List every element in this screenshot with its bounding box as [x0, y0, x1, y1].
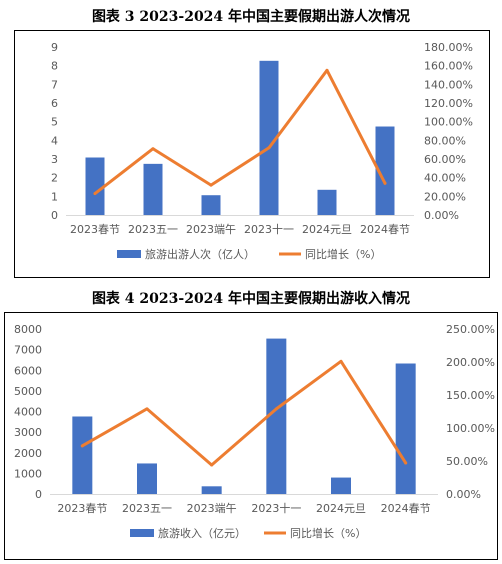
c4-legend-bar-label: 旅游收入（亿元） [158, 526, 246, 540]
c4-growth-point-2 [210, 463, 214, 467]
c3-left-tick-6: 6 [51, 97, 58, 110]
c4-left-tick-5: 5000 [14, 385, 42, 398]
c3-bar-0 [85, 157, 105, 215]
c3-left-tick-0: 0 [51, 209, 58, 222]
c3-left-tick-5: 5 [51, 116, 58, 129]
c3-category-label-4: 2024元旦 [302, 223, 352, 236]
c3-right-tick-2: 40.00% [424, 172, 466, 185]
c3-growth-point-1 [151, 147, 155, 151]
chart-title-4: 图表 4 2023-2024 年中国主要假期出游收入情况 [91, 291, 411, 307]
c4-growth-point-0 [80, 444, 84, 448]
c3-category-label-5: 2024春节 [360, 223, 410, 236]
c4-category-label-2: 2023端午 [187, 502, 237, 515]
c3-right-tick-1: 20.00% [424, 190, 466, 203]
c4-left-tick-7: 7000 [14, 344, 42, 357]
c4-growth-line [80, 359, 408, 467]
c3-bar-5 [375, 126, 395, 215]
c3-legend-bar-label: 旅游出游人次（亿人） [145, 247, 255, 261]
c3-left-tick-7: 7 [51, 78, 58, 91]
c4-growth-point-1 [145, 407, 149, 411]
c4-bar-1 [137, 463, 157, 494]
c3-growth-line [93, 68, 387, 196]
c3-right-tick-8: 160.00% [424, 60, 473, 73]
c4-bar-5 [395, 363, 416, 494]
c3-bar-3 [259, 60, 279, 216]
c4-growth-point-3 [274, 407, 278, 411]
c3-bar-2 [201, 195, 221, 215]
c3-category-label-0: 2023春节 [70, 223, 120, 236]
c4-left-tick-3: 3000 [14, 426, 42, 439]
chart-frame-3 [14, 30, 490, 278]
c3-growth-point-4 [325, 68, 329, 72]
c4-right-tick-2: 100.00% [446, 422, 495, 435]
c3-growth-point-3 [267, 146, 271, 150]
c4-right-tick-4: 200.00% [446, 356, 495, 369]
c3-growth-point-2 [209, 183, 213, 187]
c4-left-tick-1: 1000 [14, 467, 42, 480]
c3-right-tick-9: 180.00% [424, 41, 473, 54]
c4-left-tick-4: 4000 [14, 406, 42, 419]
c3-right-tick-7: 140.00% [424, 78, 473, 91]
c3-right-tick-0: 0.00% [424, 209, 459, 222]
c3-right-tick-6: 120.00% [424, 97, 473, 110]
c3-left-tick-4: 4 [51, 134, 58, 147]
c3-left-tick-8: 8 [51, 60, 58, 73]
c3-left-tick-9: 9 [51, 41, 58, 54]
c4-bar-3 [266, 338, 287, 494]
c4-category-label-0: 2023春节 [57, 502, 107, 515]
c3-growth-point-0 [93, 192, 97, 196]
c4-growth-point-5 [404, 461, 408, 465]
c3-left-tick-3: 3 [51, 153, 58, 166]
c3-bar-1 [143, 163, 163, 215]
c3-right-tick-3: 60.00% [424, 153, 466, 166]
c3-legend-bar-swatch [117, 250, 141, 258]
c4-bar-0 [72, 416, 93, 494]
c4-legend-line-label: 同比增长（%） [290, 526, 366, 540]
c4-bar-2 [201, 486, 222, 494]
c4-category-label-3: 2023十一 [251, 501, 301, 515]
c4-category-label-4: 2024元旦 [316, 502, 366, 515]
c4-category-label-1: 2023五一 [122, 502, 172, 515]
c4-left-tick-2: 2000 [14, 447, 42, 460]
c4-growth-point-4 [339, 359, 343, 363]
c3-right-tick-4: 80.00% [424, 134, 466, 147]
c3-growth-point-5 [383, 181, 387, 185]
c3-category-label-2: 2023端午 [186, 223, 236, 236]
c4-category-label-5: 2024春节 [381, 502, 431, 515]
c3-bar-4 [317, 189, 337, 215]
c4-right-tick-5: 250.00% [446, 323, 495, 336]
c3-left-tick-2: 2 [51, 172, 58, 185]
c3-category-label-1: 2023五一 [128, 223, 178, 236]
c4-legend-bar-swatch [130, 529, 154, 537]
c4-left-tick-8: 8000 [14, 323, 42, 336]
c4-left-tick-0: 0 [35, 488, 42, 501]
c4-left-tick-6: 6000 [14, 364, 42, 377]
c3-right-tick-5: 100.00% [424, 116, 473, 129]
c4-bar-4 [331, 477, 351, 494]
c3-left-tick-1: 1 [51, 190, 58, 203]
c3-legend-line-label: 同比增长（%） [305, 247, 381, 261]
c3-category-label-3: 2023十一 [244, 222, 294, 236]
c4-right-tick-0: 0.00% [446, 488, 481, 501]
c4-right-tick-1: 50.00% [446, 455, 488, 468]
c4-right-tick-3: 150.00% [446, 389, 495, 402]
chart-title-3: 图表 3 2023-2024 年中国主要假期出游人次情况 [91, 9, 411, 25]
